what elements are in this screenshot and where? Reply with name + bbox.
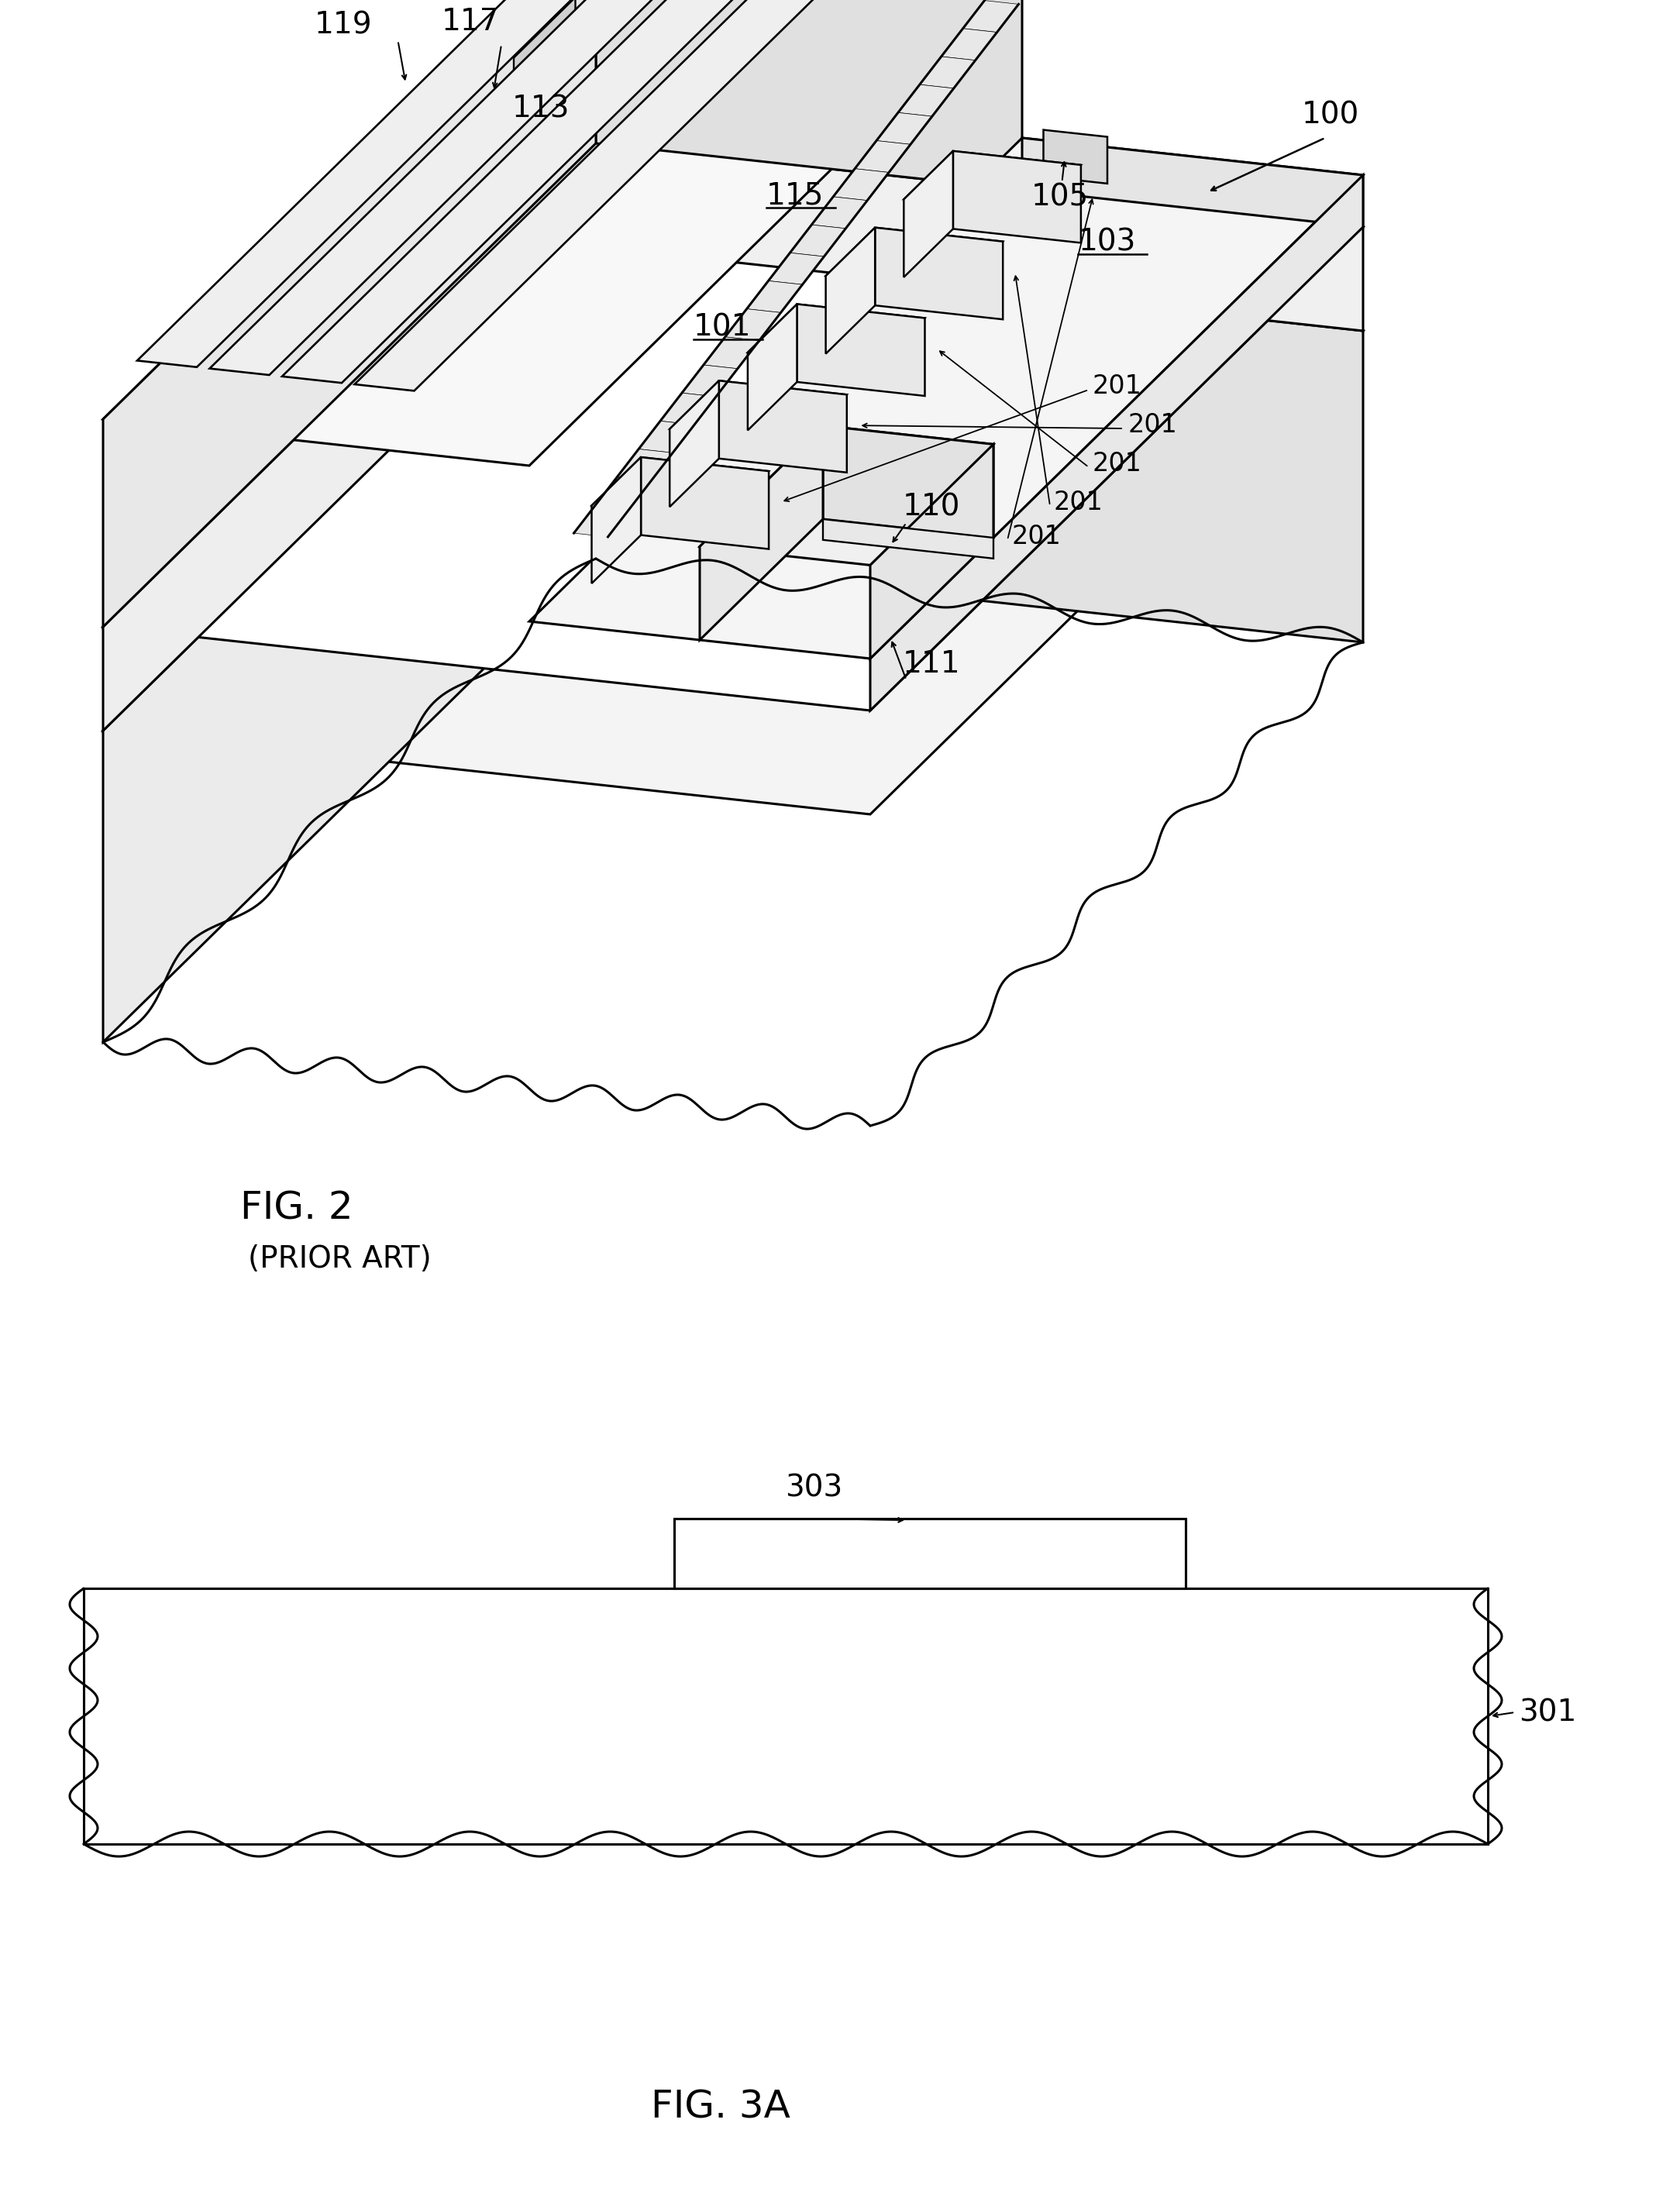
Polygon shape [617, 449, 672, 480]
Polygon shape [823, 425, 993, 537]
Polygon shape [682, 366, 738, 396]
Polygon shape [595, 478, 652, 509]
Polygon shape [855, 141, 911, 172]
Text: FIG. 3A: FIG. 3A [650, 2090, 790, 2127]
Text: 201: 201 [1127, 412, 1178, 438]
Polygon shape [827, 227, 875, 355]
Polygon shape [877, 112, 932, 145]
Polygon shape [768, 253, 825, 284]
Polygon shape [660, 392, 716, 425]
Polygon shape [963, 0, 1018, 33]
Polygon shape [596, 247, 1362, 643]
Polygon shape [953, 152, 1080, 242]
Polygon shape [591, 458, 769, 520]
Polygon shape [746, 282, 803, 313]
Polygon shape [642, 458, 769, 548]
Polygon shape [796, 304, 926, 396]
Polygon shape [870, 445, 993, 658]
Text: 201: 201 [1092, 451, 1142, 476]
Text: 111: 111 [902, 650, 961, 678]
Polygon shape [748, 304, 796, 429]
Polygon shape [102, 0, 596, 628]
Polygon shape [670, 381, 847, 443]
Polygon shape [941, 29, 996, 59]
Polygon shape [875, 227, 1003, 319]
Polygon shape [870, 176, 1362, 711]
Text: 119: 119 [314, 11, 373, 40]
Text: 105: 105 [1032, 183, 1089, 211]
Polygon shape [704, 337, 759, 368]
Text: 117: 117 [442, 7, 499, 35]
Text: 110: 110 [902, 493, 959, 522]
Polygon shape [790, 225, 845, 255]
Text: 115: 115 [766, 181, 823, 209]
Polygon shape [674, 1519, 1186, 1588]
Polygon shape [1021, 139, 1362, 227]
Polygon shape [719, 381, 847, 473]
Polygon shape [210, 0, 763, 374]
Polygon shape [833, 170, 889, 200]
Polygon shape [638, 421, 694, 454]
Polygon shape [1043, 130, 1107, 183]
Polygon shape [811, 196, 867, 229]
Text: 103: 103 [1079, 227, 1136, 258]
Polygon shape [591, 458, 642, 584]
Polygon shape [827, 227, 1003, 291]
Polygon shape [701, 425, 993, 566]
Polygon shape [354, 0, 907, 390]
Polygon shape [84, 1588, 1488, 1843]
Polygon shape [701, 425, 823, 641]
Polygon shape [282, 0, 835, 383]
Text: 100: 100 [1302, 99, 1359, 130]
Polygon shape [529, 139, 1362, 658]
Polygon shape [726, 308, 781, 341]
Text: 101: 101 [694, 313, 751, 344]
Polygon shape [904, 152, 953, 277]
Polygon shape [919, 57, 976, 88]
Polygon shape [102, 143, 596, 731]
Polygon shape [596, 0, 1021, 189]
Text: (PRIOR ART): (PRIOR ART) [249, 1244, 432, 1273]
Polygon shape [904, 152, 1080, 214]
Text: FIG. 2: FIG. 2 [240, 1189, 353, 1227]
Text: 113: 113 [512, 95, 570, 123]
Polygon shape [670, 381, 719, 506]
Polygon shape [102, 247, 1362, 815]
Polygon shape [102, 247, 596, 1042]
Text: 201: 201 [1092, 372, 1142, 399]
Polygon shape [823, 520, 993, 559]
Text: 303: 303 [785, 1473, 842, 1502]
Polygon shape [138, 0, 690, 368]
Polygon shape [575, 504, 630, 537]
Polygon shape [596, 143, 1362, 330]
Polygon shape [102, 143, 1362, 711]
Text: 201: 201 [1053, 489, 1104, 515]
Polygon shape [899, 84, 954, 117]
Text: 301: 301 [1519, 1698, 1576, 1726]
Polygon shape [514, 0, 575, 130]
Text: 201: 201 [1011, 524, 1060, 548]
Polygon shape [102, 0, 1021, 465]
Polygon shape [748, 304, 926, 366]
